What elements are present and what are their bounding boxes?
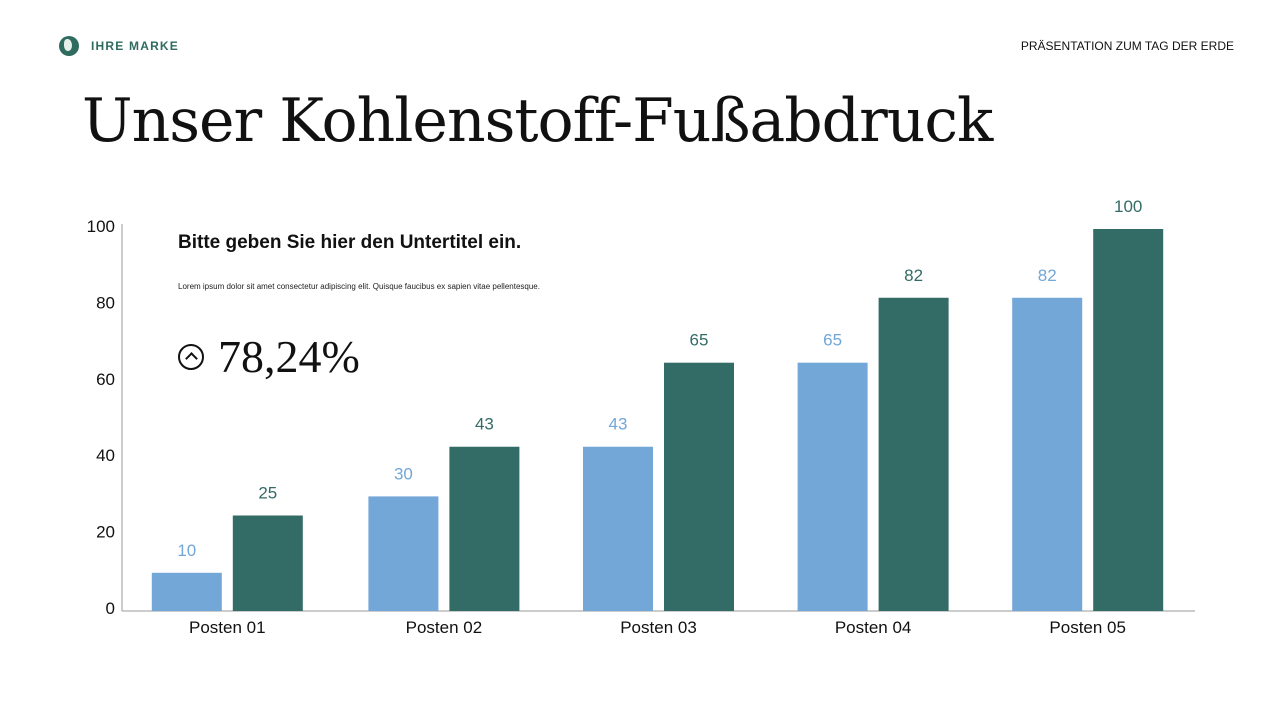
- x-tick-label: Posten 02: [406, 618, 483, 637]
- data-label: 43: [609, 415, 628, 434]
- y-tick-label: 100: [87, 217, 115, 236]
- data-label: 10: [177, 541, 196, 560]
- y-tick-label: 80: [96, 293, 115, 312]
- y-tick-label: 60: [96, 370, 115, 389]
- body-text: Lorem ipsum dolor sit amet consectetur a…: [178, 282, 540, 291]
- data-label: 82: [904, 266, 923, 285]
- data-label: 43: [475, 415, 494, 434]
- bar: [151, 572, 222, 611]
- y-tick-label: 40: [96, 446, 115, 465]
- x-tick-label: Posten 05: [1049, 618, 1126, 637]
- data-label: 100: [1114, 197, 1142, 216]
- bar: [1012, 297, 1083, 611]
- bar: [878, 297, 949, 611]
- data-label: 65: [690, 331, 709, 350]
- x-tick-label: Posten 01: [189, 618, 266, 637]
- bar: [368, 496, 439, 611]
- presentation-label: PRÄSENTATION ZUM TAG DER ERDE: [1020, 39, 1234, 53]
- brand: IHRE MARKE: [59, 36, 179, 56]
- data-label: 65: [823, 331, 842, 350]
- data-label: 25: [258, 484, 277, 503]
- bar: [1093, 229, 1164, 611]
- data-label: 30: [394, 464, 413, 483]
- brand-name: IHRE MARKE: [91, 39, 180, 53]
- data-label: 82: [1038, 266, 1057, 285]
- x-tick-label: Posten 03: [620, 618, 697, 637]
- globe-icon: [59, 36, 79, 56]
- bar: [449, 446, 520, 611]
- stat: 78,24%: [178, 330, 360, 383]
- bar: [583, 446, 653, 611]
- x-tick-label: Posten 04: [835, 618, 912, 637]
- page-title: Unser Kohlenstoff-Fußabdruck: [82, 86, 993, 156]
- stat-value: 78,24%: [218, 331, 360, 382]
- subtitle: Bitte geben Sie hier den Untertitel ein.: [178, 232, 522, 253]
- bar: [664, 362, 734, 611]
- y-tick-label: 0: [106, 599, 115, 618]
- bar: [232, 515, 303, 611]
- chevron-up-circle-icon: [178, 343, 204, 370]
- bar: [797, 362, 868, 611]
- y-tick-label: 20: [96, 523, 115, 542]
